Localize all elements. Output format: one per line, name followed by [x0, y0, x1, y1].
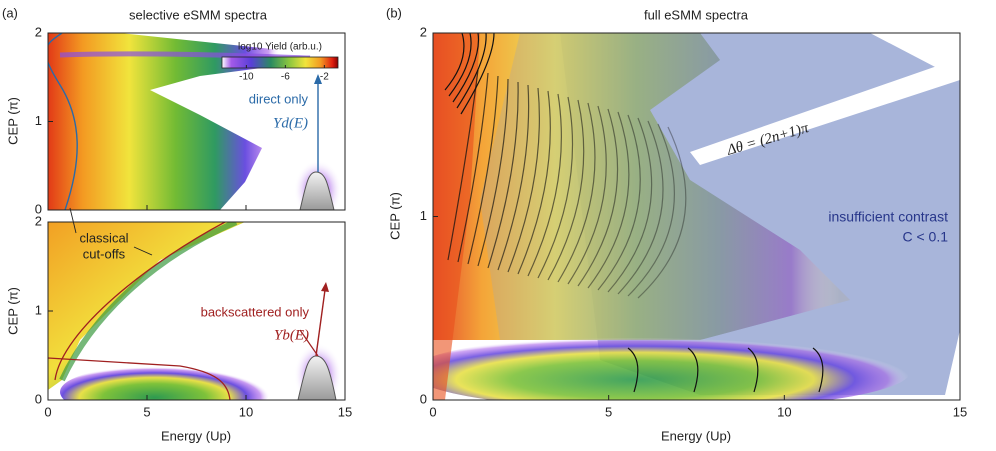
y-tick-label: 1 — [420, 208, 427, 223]
title: full eSMM spectra — [644, 7, 749, 22]
colorbar-tick-label: -2 — [320, 72, 329, 83]
fringe — [567, 105, 607, 285]
heatmap-bottom — [48, 222, 342, 400]
fringe — [617, 120, 664, 295]
fringe — [812, 347, 824, 393]
annotation: Yb(E) — [274, 327, 309, 343]
fringe — [517, 90, 551, 275]
x-tick-label: 0 — [44, 404, 51, 419]
fringe — [587, 111, 630, 289]
fringe — [457, 72, 489, 263]
fringe — [687, 347, 699, 393]
annotation: C < 0.1 — [902, 229, 948, 245]
fringe — [577, 108, 619, 287]
fringe — [627, 347, 639, 393]
colorbar-tick-label: -6 — [281, 72, 290, 83]
fringe — [747, 347, 759, 393]
fringe — [637, 126, 687, 299]
x-tick-label: 15 — [338, 404, 352, 419]
y-tick-label: 2 — [35, 213, 42, 228]
fringe — [444, 33, 465, 91]
annotation: classical — [79, 230, 128, 245]
fringe — [497, 84, 530, 271]
fringe — [537, 96, 574, 279]
annotation: cut-offs — [83, 246, 126, 261]
fringe — [477, 78, 509, 267]
x-tick-label: 5 — [143, 404, 150, 419]
panel-label: (b) — [386, 5, 402, 20]
leader-line — [69, 207, 153, 256]
y-tick-label: 1 — [35, 113, 42, 128]
fringe — [527, 93, 562, 277]
heatmap-full — [433, 33, 960, 400]
y-tick-label: 1 — [35, 302, 42, 317]
fringe — [467, 75, 499, 265]
fringe — [507, 87, 540, 273]
fringe — [557, 102, 596, 283]
y-tick-label: 0 — [35, 201, 42, 216]
annotation: Yd(E) — [273, 115, 308, 131]
fringe — [597, 114, 641, 291]
x-tick-label: 0 — [429, 404, 436, 419]
annotation: direct only — [249, 91, 309, 106]
x-tick-label: 10 — [239, 404, 253, 419]
x-tick-label: 15 — [953, 404, 967, 419]
y-tick-label: 2 — [420, 24, 427, 39]
colorbar-label: log10 Yield (arb.u.) — [238, 42, 322, 53]
annotation: backscattered only — [201, 304, 310, 319]
fringe — [456, 33, 487, 109]
y-axis-label: CEP (π) — [5, 97, 20, 145]
y-axis-label: CEP (π) — [387, 192, 402, 240]
x-tick-label: 5 — [605, 404, 612, 419]
y-tick-label: 0 — [420, 391, 427, 406]
x-tick-label: 10 — [777, 404, 791, 419]
fringe — [487, 81, 519, 269]
fringe — [607, 117, 653, 293]
y-axis-label: CEP (π) — [5, 287, 20, 335]
panel-label: (a) — [2, 5, 18, 20]
y-tick-label: 2 — [35, 24, 42, 39]
fringe — [547, 99, 585, 281]
x-axis-label: Energy (Up) — [661, 428, 731, 443]
colorbar — [221, 56, 339, 69]
title: selective eSMM spectra — [129, 7, 268, 22]
fringe — [448, 33, 472, 97]
colorbar-tick-label: -10 — [239, 72, 254, 83]
y-tick-label: 0 — [35, 391, 42, 406]
fringe — [460, 33, 495, 115]
fringe — [627, 123, 675, 297]
annotation: insufficient contrast — [828, 209, 948, 225]
x-axis-label: Energy (Up) — [161, 428, 231, 443]
fringe — [452, 33, 480, 103]
